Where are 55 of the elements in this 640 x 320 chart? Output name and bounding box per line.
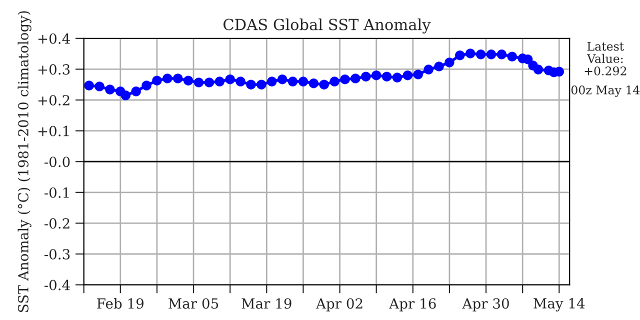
y-tick-label: +0.3	[38, 64, 70, 75]
point	[172, 74, 183, 84]
point	[507, 52, 518, 62]
point	[288, 76, 298, 86]
y-tick-label: -0.2	[44, 218, 70, 229]
x-tick-label: Mar 19	[242, 298, 292, 309]
x-tick-label: May 14	[534, 298, 585, 312]
point	[392, 72, 402, 82]
point	[225, 74, 235, 84]
point	[465, 48, 476, 58]
x-tick-label: Apr 30	[462, 298, 509, 312]
y-tick-label: -0.1	[44, 187, 69, 198]
point	[496, 50, 507, 60]
point	[424, 64, 434, 74]
point	[183, 76, 194, 86]
x-tick-label: Mar 05	[168, 298, 218, 309]
point	[476, 50, 486, 60]
point	[277, 74, 288, 84]
y-tick-label: +0.1	[38, 126, 69, 136]
y-tick-label: -0.0	[44, 156, 70, 168]
y-tick-label: +0.2	[38, 94, 70, 106]
point	[308, 78, 319, 88]
point	[330, 76, 340, 86]
point	[413, 70, 423, 80]
chart-title: CDAS Global SST Anomaly	[224, 18, 431, 34]
y-tick-label: +0.4	[38, 33, 70, 44]
point	[382, 72, 392, 82]
x-tick-label: Apr 02	[316, 298, 362, 312]
y-tick-label: -0.4	[44, 280, 70, 290]
point	[533, 64, 544, 74]
point	[434, 62, 444, 72]
point	[486, 50, 496, 60]
point	[298, 76, 308, 86]
point	[246, 80, 256, 90]
point	[194, 78, 204, 88]
x-tick-label: Feb 19	[97, 298, 144, 309]
point	[444, 58, 454, 68]
point	[214, 76, 225, 86]
point	[256, 80, 266, 90]
point	[402, 70, 413, 80]
point	[522, 54, 533, 64]
point	[371, 70, 382, 80]
point	[319, 80, 329, 90]
point	[340, 74, 350, 84]
point	[350, 74, 360, 84]
point	[455, 50, 465, 60]
point	[267, 76, 277, 86]
text: 00z May 14	[571, 86, 640, 97]
point	[361, 72, 371, 82]
point	[204, 78, 214, 88]
y-tick-label: -0.3	[44, 248, 70, 260]
text: Latest Value: +0.292	[584, 42, 626, 76]
point	[236, 76, 246, 86]
y-axis-title: SST Anomaly (°C) (1981-2010 climatology)	[18, 11, 32, 312]
x-tick-label: Apr 16	[388, 298, 436, 312]
